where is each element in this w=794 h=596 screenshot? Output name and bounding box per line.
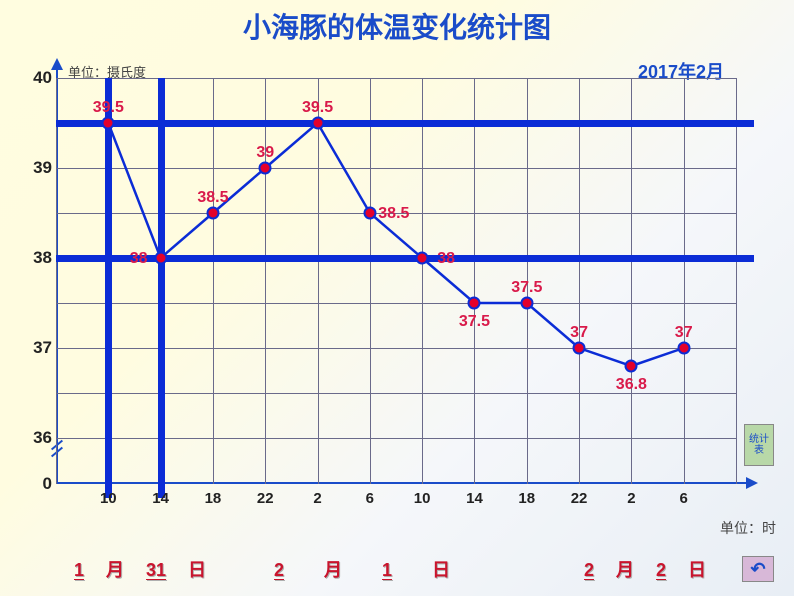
gridline-v (474, 78, 475, 484)
y-axis-arrow-icon (51, 58, 63, 70)
data-point (311, 117, 324, 130)
data-point (573, 342, 586, 355)
data-label: 38.5 (378, 205, 409, 223)
x-tick-label: 14 (152, 490, 169, 507)
gridline-v (736, 78, 737, 484)
data-label: 39.5 (93, 99, 124, 117)
gridline-v (265, 78, 266, 484)
chart-title: 小海豚的体温变化统计图 (0, 6, 794, 46)
data-point (363, 207, 376, 220)
gridline-v (318, 78, 319, 484)
x-tick-label: 14 (466, 490, 483, 507)
data-point (468, 297, 481, 310)
data-point (520, 297, 533, 310)
reference-line-v (105, 78, 112, 498)
gridline-v (370, 78, 371, 484)
x-tick-label: 22 (571, 490, 588, 507)
x-tick-label: 10 (414, 490, 431, 507)
gridline-v (579, 78, 580, 484)
return-button[interactable]: ↶ (742, 556, 774, 582)
y-tick-label: 38 (33, 248, 52, 268)
data-point (154, 252, 167, 265)
data-label: 37.5 (459, 313, 490, 331)
data-point (416, 252, 429, 265)
data-label: 38 (130, 250, 148, 268)
y-tick-label: 36 (33, 428, 52, 448)
y-tick-label: 39 (33, 158, 52, 178)
reference-line-v (158, 78, 165, 498)
data-point (206, 207, 219, 220)
data-label: 38 (437, 250, 455, 268)
x-tick-label: 2 (627, 490, 635, 507)
plot-area: 036373839401014182226101418222639.53838.… (56, 78, 736, 484)
data-label: 37 (570, 324, 588, 342)
data-point (625, 360, 638, 373)
data-label: 36.8 (616, 376, 647, 394)
axis-break-icon (50, 444, 64, 460)
data-label: 37 (675, 324, 693, 342)
x-tick-label: 18 (518, 490, 535, 507)
stats-table-button[interactable]: 统计表 (744, 424, 774, 466)
gridline-v (631, 78, 632, 484)
data-point (259, 162, 272, 175)
data-label: 39 (256, 144, 274, 162)
x-axis-arrow-icon (746, 477, 758, 489)
x-tick-label: 22 (257, 490, 274, 507)
gridline-v (684, 78, 685, 484)
x-axis-unit: 单位：时 (720, 518, 776, 538)
x-tick-label: 2 (313, 490, 321, 507)
gridline-v (213, 78, 214, 484)
gridline-v (422, 78, 423, 484)
x-tick-label: 6 (680, 490, 688, 507)
x-tick-label: 18 (205, 490, 222, 507)
gridline-v (56, 78, 57, 484)
data-label: 37.5 (511, 279, 542, 297)
y-tick-label: 40 (33, 68, 52, 88)
x-tick-label: 6 (366, 490, 374, 507)
date-section-label: 2 月 2 日 (580, 556, 706, 582)
y-tick-label: 0 (43, 474, 52, 494)
data-point (677, 342, 690, 355)
x-tick-label: 10 (100, 490, 117, 507)
y-tick-label: 37 (33, 338, 52, 358)
data-label: 38.5 (197, 189, 228, 207)
data-point (102, 117, 115, 130)
data-label: 39.5 (302, 99, 333, 117)
date-section-label: 2 月 1 日 (270, 556, 450, 582)
date-section-label: 1 月 31 日 (70, 556, 206, 582)
